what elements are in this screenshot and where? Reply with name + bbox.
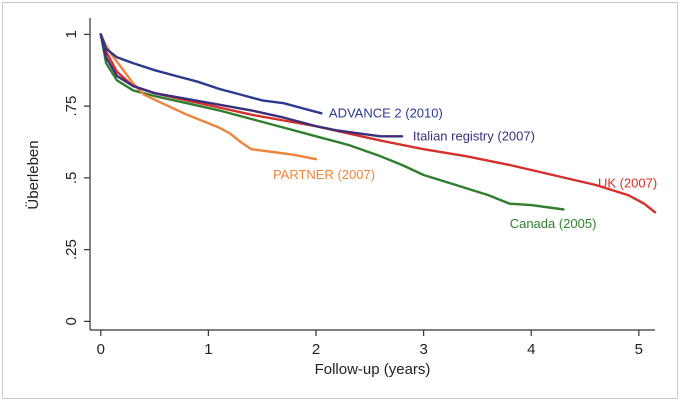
y-tick-label: 1: [63, 30, 80, 38]
series-line-3: [99, 33, 657, 214]
x-axis-title: Follow-up (years): [315, 361, 431, 378]
series-label-0: ADVANCE 2 (2010): [329, 105, 443, 120]
y-tick-label: .25: [63, 239, 80, 260]
series-label-3: UK (2007): [598, 176, 657, 191]
series-label-2: PARTNER (2007): [273, 167, 375, 182]
series-line-1: [99, 33, 404, 138]
series-line-2: [99, 33, 318, 161]
series-line-4: [99, 33, 565, 211]
x-tick-label: 5: [635, 341, 643, 358]
series-label-4: Canada (2005): [510, 216, 597, 231]
series-line-0: [99, 33, 323, 115]
y-tick-label: .75: [63, 96, 80, 117]
axes: 0 .25 .5 .75 1 0 1 2 3 4 5: [63, 18, 655, 358]
series-layer: [99, 33, 657, 214]
x-tick-label: 4: [527, 341, 535, 358]
x-tick-label: 1: [204, 341, 212, 358]
series-label-1: Italian registry (2007): [413, 128, 535, 143]
y-tick-label: 0: [63, 317, 80, 325]
x-tick-label: 2: [312, 341, 320, 358]
y-tick-label: .5: [63, 172, 80, 185]
x-tick-label: 3: [419, 341, 427, 358]
x-tick-label: 0: [97, 341, 105, 358]
labels-layer: ADVANCE 2 (2010) Italian registry (2007) P…: [273, 105, 657, 231]
y-axis-title: Überleben: [24, 140, 42, 209]
